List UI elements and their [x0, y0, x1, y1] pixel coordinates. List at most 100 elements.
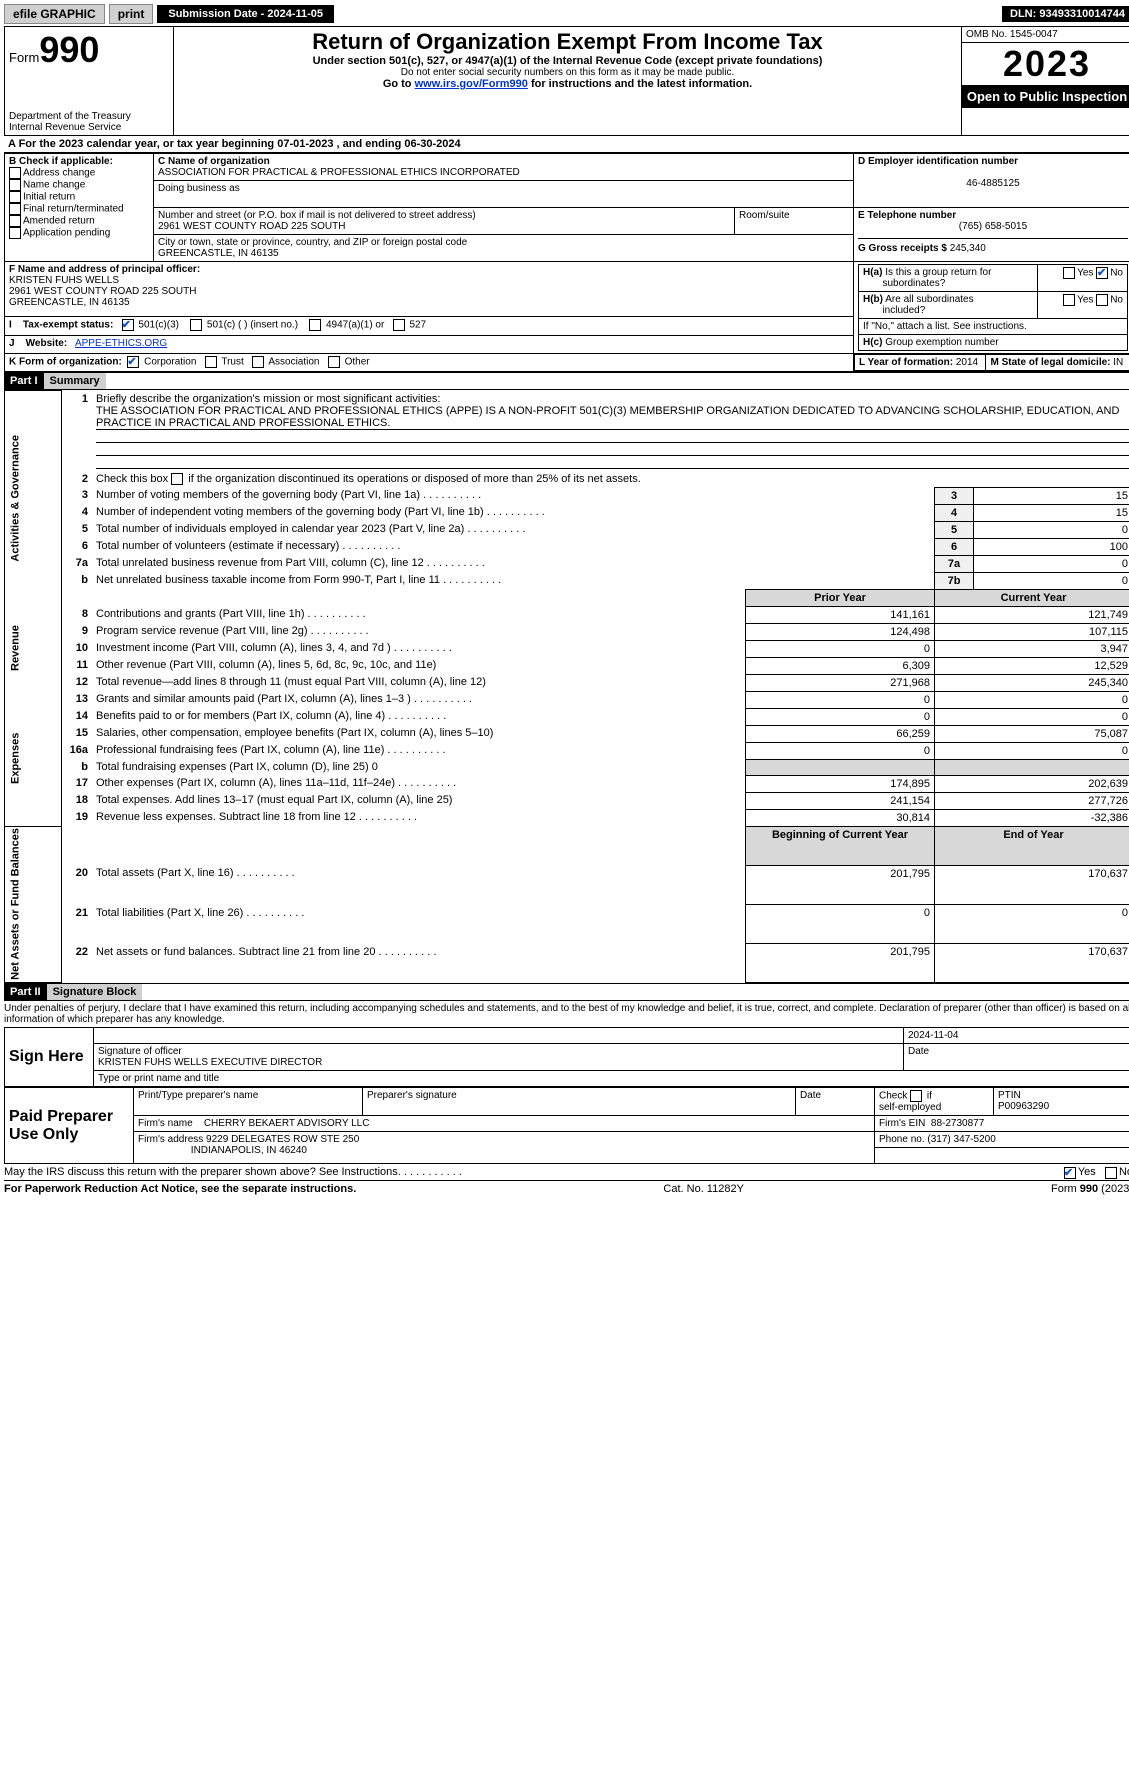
- vert-expenses: Expenses: [5, 691, 62, 826]
- chk-4947[interactable]: [309, 319, 321, 331]
- officer-addr2: GREENCASTLE, IN 46135: [9, 297, 130, 308]
- officer-addr1: 2961 WEST COUNTY ROAD 225 SOUTH: [9, 286, 196, 297]
- rev-row: 10Investment income (Part VIII, column (…: [5, 640, 1129, 657]
- sign-date: 2024-11-04: [904, 1028, 1129, 1044]
- line16b: Total fundraising expenses (Part IX, col…: [92, 759, 746, 775]
- street-value: 2961 WEST COUNTY ROAD 225 SOUTH: [158, 221, 345, 232]
- firm-ein: 88-2730877: [931, 1118, 984, 1129]
- part1-summary-table: Activities & Governance 1 Briefly descri…: [4, 390, 1129, 983]
- open-public-badge: Open to Public Inspection: [962, 85, 1129, 108]
- chk-ha-yes[interactable]: [1063, 267, 1075, 279]
- room-suite-label: Room/suite: [739, 210, 790, 221]
- section-a: A For the 2023 calendar year, or tax yea…: [4, 136, 1129, 153]
- discuss-row: May the IRS discuss this return with the…: [4, 1164, 1129, 1181]
- chk-hb-no[interactable]: [1096, 294, 1108, 306]
- phone-value: (765) 658-5015: [858, 221, 1128, 232]
- vert-netassets: Net Assets or Fund Balances: [5, 826, 62, 983]
- ag-row: 5Total number of individuals employed in…: [5, 521, 1129, 538]
- chk-discuss-no[interactable]: [1105, 1167, 1117, 1179]
- chk-address-change[interactable]: [9, 167, 21, 179]
- irs-link[interactable]: www.irs.gov/Form990: [415, 78, 528, 90]
- net-row: 20Total assets (Part X, line 16)201,7951…: [5, 865, 1129, 904]
- dln-badge: DLN: 93493310014744: [1002, 6, 1129, 22]
- efile-button[interactable]: efile GRAPHIC: [4, 4, 105, 24]
- sign-here-label: Sign Here: [5, 1028, 94, 1087]
- chk-other[interactable]: [328, 356, 340, 368]
- rev-row: 11Other revenue (Part VIII, column (A), …: [5, 657, 1129, 674]
- ein-value: 46-4885125: [858, 178, 1128, 189]
- ag-row: 4Number of independent voting members of…: [5, 504, 1129, 521]
- form-label: Form: [9, 50, 39, 65]
- hb-note: If "No," attach a list. See instructions…: [859, 319, 1128, 335]
- vert-revenue: Revenue: [5, 606, 62, 691]
- chk-initial-return[interactable]: [9, 191, 21, 203]
- chk-ha-no[interactable]: [1096, 267, 1108, 279]
- exp-row: 19Revenue less expenses. Subtract line 1…: [5, 809, 1129, 826]
- print-button[interactable]: print: [109, 4, 154, 24]
- box-c-dba-label: Doing business as: [158, 183, 240, 194]
- chk-501c3[interactable]: [122, 319, 134, 331]
- chk-app-pending[interactable]: [9, 227, 21, 239]
- website-link[interactable]: APPE-ETHICS.ORG: [75, 338, 167, 349]
- chk-trust[interactable]: [205, 356, 217, 368]
- chk-amended[interactable]: [9, 215, 21, 227]
- ptin-value: P00963290: [998, 1101, 1049, 1112]
- chk-corp[interactable]: [127, 356, 139, 368]
- ag-row: 6Total number of volunteers (estimate if…: [5, 538, 1129, 555]
- chk-final-return[interactable]: [9, 203, 21, 215]
- box-i-label: I Tax-exempt status:: [9, 320, 113, 331]
- top-toolbar: efile GRAPHIC print Submission Date - 20…: [4, 4, 1129, 24]
- box-g-label: G Gross receipts $: [858, 243, 947, 254]
- rev-row: 12Total revenue—add lines 8 through 11 (…: [5, 674, 1129, 691]
- chk-discuss-yes[interactable]: [1064, 1167, 1076, 1179]
- form-title: Return of Organization Exempt From Incom…: [178, 29, 957, 55]
- form-subtitle-3: Go to www.irs.gov/Form990 for instructio…: [178, 78, 957, 90]
- perjury-declaration: Under penalties of perjury, I declare th…: [4, 1001, 1129, 1027]
- submission-date-badge: Submission Date - 2024-11-05: [157, 5, 334, 23]
- firm-name: CHERRY BEKAERT ADVISORY LLC: [204, 1118, 370, 1129]
- sign-here-block: Sign Here 2024-11-04 Signature of office…: [4, 1027, 1129, 1087]
- firm-addr2: INDIANAPOLIS, IN 46240: [191, 1145, 307, 1156]
- form-subtitle-1: Under section 501(c), 527, or 4947(a)(1)…: [178, 55, 957, 67]
- ag-row: 7aTotal unrelated business revenue from …: [5, 555, 1129, 572]
- mission-text: THE ASSOCIATION FOR PRACTICAL AND PROFES…: [96, 405, 1129, 430]
- exp-row: 15Salaries, other compensation, employee…: [5, 725, 1129, 742]
- box-d-label: D Employer identification number: [858, 156, 1018, 167]
- ag-row: bNet unrelated business taxable income f…: [5, 572, 1129, 589]
- paid-preparer-label: Paid Preparer Use Only: [5, 1088, 134, 1164]
- gross-receipts-value: 245,340: [950, 243, 986, 254]
- chk-self-employed[interactable]: [910, 1090, 922, 1102]
- exp-row: 14Benefits paid to or for members (Part …: [5, 708, 1129, 725]
- tax-year: 2023: [1003, 43, 1091, 84]
- exp-row: 18Total expenses. Add lines 13–17 (must …: [5, 792, 1129, 809]
- box-c-street-label: Number and street (or P.O. box if mail i…: [158, 210, 476, 221]
- chk-501c[interactable]: [190, 319, 202, 331]
- box-f-label: F Name and address of principal officer:: [9, 264, 200, 275]
- city-value: GREENCASTLE, IN 46135: [158, 248, 279, 259]
- rev-row: 9Program service revenue (Part VIII, lin…: [5, 623, 1129, 640]
- part2-header: Part IISignature Block: [4, 983, 1129, 1001]
- box-c-name-label: C Name of organization: [158, 156, 270, 167]
- chk-name-change[interactable]: [9, 179, 21, 191]
- org-name: ASSOCIATION FOR PRACTICAL & PROFESSIONAL…: [158, 167, 520, 178]
- box-e-label: E Telephone number: [858, 210, 956, 221]
- line2-text: Check this box if the organization disco…: [92, 471, 1129, 488]
- chk-hb-yes[interactable]: [1063, 294, 1075, 306]
- box-j-label: J Website:: [9, 338, 67, 349]
- net-row: 21Total liabilities (Part X, line 26)00: [5, 905, 1129, 944]
- exp-row: 16aProfessional fundraising fees (Part I…: [5, 742, 1129, 759]
- officer-signature-name: KRISTEN FUHS WELLS EXECUTIVE DIRECTOR: [98, 1057, 322, 1068]
- firm-addr1: 9229 DELEGATES ROW STE 250: [206, 1134, 359, 1145]
- entity-info-grid: B Check if applicable: Address change Na…: [4, 153, 1129, 372]
- chk-discontinued[interactable]: [171, 473, 183, 485]
- officer-name: KRISTEN FUHS WELLS: [9, 275, 119, 286]
- self-employed-check: Check ifself-employed: [875, 1088, 994, 1116]
- firm-phone: (317) 347-5200: [927, 1134, 995, 1145]
- form-subtitle-2: Do not enter social security numbers on …: [178, 67, 957, 78]
- form-number: 990: [39, 29, 99, 70]
- form-header: Form990 Department of the Treasury Inter…: [4, 26, 1129, 136]
- exp-row: 17Other expenses (Part IX, column (A), l…: [5, 775, 1129, 792]
- chk-assoc[interactable]: [252, 356, 264, 368]
- irs-label: Internal Revenue Service: [9, 122, 169, 133]
- chk-527[interactable]: [393, 319, 405, 331]
